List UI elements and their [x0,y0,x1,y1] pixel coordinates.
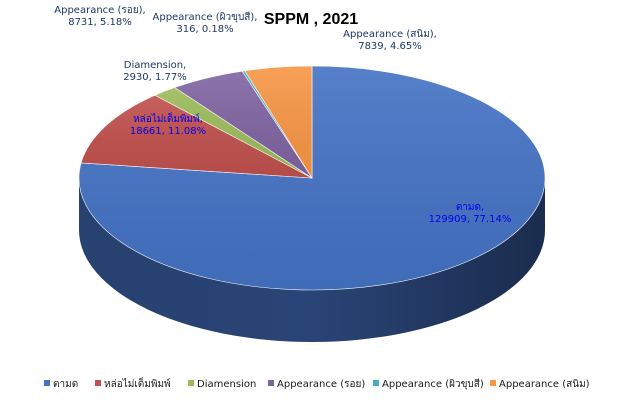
data-label-2: Diamension, 2930, 1.77% [123,60,187,83]
pie-slice-shade-3 [174,71,312,178]
legend-entry-3: Appearance (รอย) [277,379,365,390]
legend-swatch-1 [95,380,101,386]
legend-entry-4: Appearance (ผิวขุบสี) [382,378,484,390]
data-labels: ตามด, 129909, 77.14% หล่อไม่เต็มพิมพ์, 1866… [54,5,511,225]
chart-title: SPPM , 2021 [264,11,358,28]
legend-swatch-2 [188,380,194,386]
legend-entry-1: หล่อไม่เต็มพิมพ์ [104,376,171,390]
legend-entry-5: Appearance (สนิม) [499,379,590,390]
legend-swatch-3 [268,380,274,386]
legend-entry-2: Diamension [197,379,256,390]
pie-tops [78,65,546,291]
pie-sides [79,178,545,342]
data-label-1: หล่อไม่เต็มพิมพ์, 18661, 11.08% [130,111,206,137]
legend-swatch-4 [373,380,379,386]
legend-entry-0: ตามด [53,379,78,390]
pie-side-shade-0 [79,178,545,342]
data-label-4: Appearance (ผิวขุบสี), 316, 0.18% [153,11,258,35]
pie-slice-shade-5 [244,66,312,178]
pie-slice-shade-1 [81,95,313,178]
data-label-0: ตามด, 129909, 77.14% [429,202,512,225]
legend-swatch-0 [44,380,50,386]
data-label-5: Appearance (สนิม), 7839, 4.65% [343,29,437,52]
pie-slice-shade-2 [154,87,312,178]
legend-swatch-5 [490,380,496,386]
legend: ตามด หล่อไม่เต็มพิมพ์ Diamension Appearance… [44,376,590,390]
data-label-3: Appearance (รอย), 8731, 5.18% [54,5,145,28]
pie-slice-shade-4 [242,70,312,178]
